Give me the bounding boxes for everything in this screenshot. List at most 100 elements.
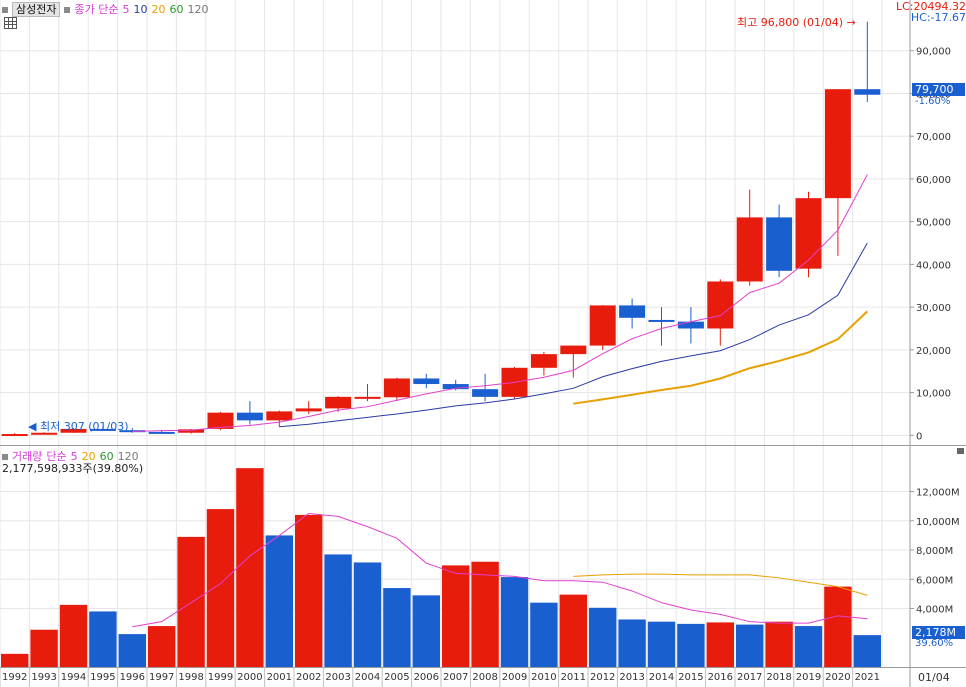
- year-tick-label: 2002: [296, 672, 321, 683]
- volume-bar: [736, 624, 764, 667]
- candle-body: [354, 396, 381, 399]
- candle-body: [766, 217, 793, 271]
- volume-bar: [765, 621, 793, 667]
- volume-bar: [471, 561, 499, 667]
- vol-ma-period-120: 120: [117, 450, 139, 463]
- low-annotation-text: 최저 307 (01/03): [39, 420, 129, 433]
- year-tick-label: 2015: [678, 672, 703, 683]
- year-tick-label: 1994: [61, 672, 86, 683]
- last-volume-pct: 39.60%: [915, 638, 954, 649]
- year-tick-label: 2018: [766, 672, 791, 683]
- year-tick-label: 2012: [590, 672, 615, 683]
- candle-body: [1, 434, 28, 437]
- year-tick-label: 2016: [708, 672, 733, 683]
- legend-square-icon: [2, 7, 8, 13]
- year-tick-label: 2005: [384, 672, 409, 683]
- volume-bar: [89, 611, 117, 667]
- ma-period-5: 5: [122, 3, 130, 16]
- volume-bar: [324, 554, 352, 667]
- high-annotation-text: 최고 96,800 (01/04): [737, 16, 844, 29]
- year-tick-label: 2019: [796, 672, 821, 683]
- volume-bar: [236, 468, 264, 667]
- volume-ma-label[interactable]: 단순: [46, 450, 67, 463]
- lc-readout: LC:20494.32: [895, 0, 966, 13]
- candle-body: [442, 384, 469, 390]
- candle-body: [707, 281, 734, 329]
- volume-bar: [442, 565, 470, 667]
- volume-bar: [177, 536, 205, 667]
- hc-readout: HC:-17.67: [910, 11, 966, 24]
- year-tick-label: 2008: [472, 672, 497, 683]
- volume-bar: [383, 588, 411, 667]
- year-tick-label: 1995: [90, 672, 115, 683]
- year-tick-label: 2010: [531, 672, 556, 683]
- volume-tick-label: 12,000M: [916, 488, 960, 499]
- price-tick-label: 30,000: [916, 303, 951, 314]
- legend-square-icon: [64, 7, 71, 13]
- table-view-icon[interactable]: [4, 17, 17, 29]
- vol-ma-period-5: 5: [70, 450, 78, 463]
- ma-period-60: 60: [169, 3, 184, 16]
- low-annotation: ◀ 최저 307 (01/03): [28, 418, 128, 434]
- volume-tick-label: 8,000M: [916, 546, 953, 557]
- candle-body: [589, 305, 616, 346]
- price-tick-label: 10,000: [916, 389, 951, 400]
- candle-body: [677, 321, 704, 329]
- volume-bar: [618, 619, 646, 667]
- year-tick-label: 2020: [825, 672, 850, 683]
- price-tick-label: 40,000: [916, 260, 951, 271]
- volume-bar: [295, 514, 323, 667]
- volume-bar: [647, 621, 676, 667]
- candle-body: [560, 345, 587, 355]
- volume-tick-label: 10,000M: [916, 517, 960, 528]
- volume-bar: [412, 595, 440, 667]
- candle-body: [736, 217, 763, 282]
- ma-period-10: 10: [133, 3, 148, 16]
- volume-tick-label: 4,000M: [916, 605, 953, 616]
- price-panel[interactable]: [1, 21, 881, 437]
- ma-period-120: 120: [187, 3, 209, 16]
- volume-bar: [30, 629, 58, 667]
- panel-maximize-icon: [957, 448, 964, 454]
- price-ma-label[interactable]: 종가 단순: [74, 3, 119, 16]
- year-tick-label: 1992: [2, 672, 27, 683]
- candle-body: [148, 431, 175, 434]
- candle-body: [854, 89, 881, 95]
- candle-body: [89, 428, 116, 431]
- last-volume-box: 2,178M: [912, 626, 965, 639]
- price-tick-label: 70,000: [916, 132, 951, 143]
- year-tick-label: 2014: [649, 672, 674, 683]
- ma10-line: [279, 242, 868, 428]
- price-tick-label: 0: [916, 431, 922, 442]
- candle-body: [178, 429, 205, 433]
- volume-bar: [353, 562, 382, 667]
- candle-body: [60, 428, 87, 433]
- last-price-box: 79,700: [912, 83, 965, 96]
- volume-ma5-line: [132, 512, 868, 628]
- vol-ma-period-20: 20: [81, 450, 96, 463]
- year-tick-label: 2007: [443, 672, 468, 683]
- year-tick-label: 1993: [31, 672, 56, 683]
- volume-bar: [118, 634, 146, 667]
- year-tick-label: 2009: [502, 672, 527, 683]
- volume-bar: [853, 635, 881, 667]
- year-tick-label: 1998: [178, 672, 203, 683]
- volume-bar: [559, 594, 587, 667]
- price-tick-label: 60,000: [916, 175, 951, 186]
- volume-label[interactable]: 거래량: [12, 450, 43, 463]
- high-annotation: 최고 96,800 (01/04) →: [737, 14, 856, 30]
- ma-period-20: 20: [151, 3, 166, 16]
- volume-bar: [59, 604, 88, 667]
- ma20-line: [573, 310, 868, 405]
- volume-summary: 2,177,598,933주(39.80%): [2, 462, 144, 475]
- volume-bar: [589, 607, 617, 667]
- year-tick-label: 2000: [237, 672, 262, 683]
- price-tick-label: 20,000: [916, 346, 951, 357]
- volume-panel[interactable]: [1, 468, 881, 667]
- price-tick-label: 90,000: [916, 47, 951, 58]
- volume-bar: [148, 626, 176, 667]
- candle-body: [295, 408, 322, 412]
- grid-lines: [0, 0, 910, 667]
- stock-name-chip[interactable]: 삼성전자: [12, 2, 61, 17]
